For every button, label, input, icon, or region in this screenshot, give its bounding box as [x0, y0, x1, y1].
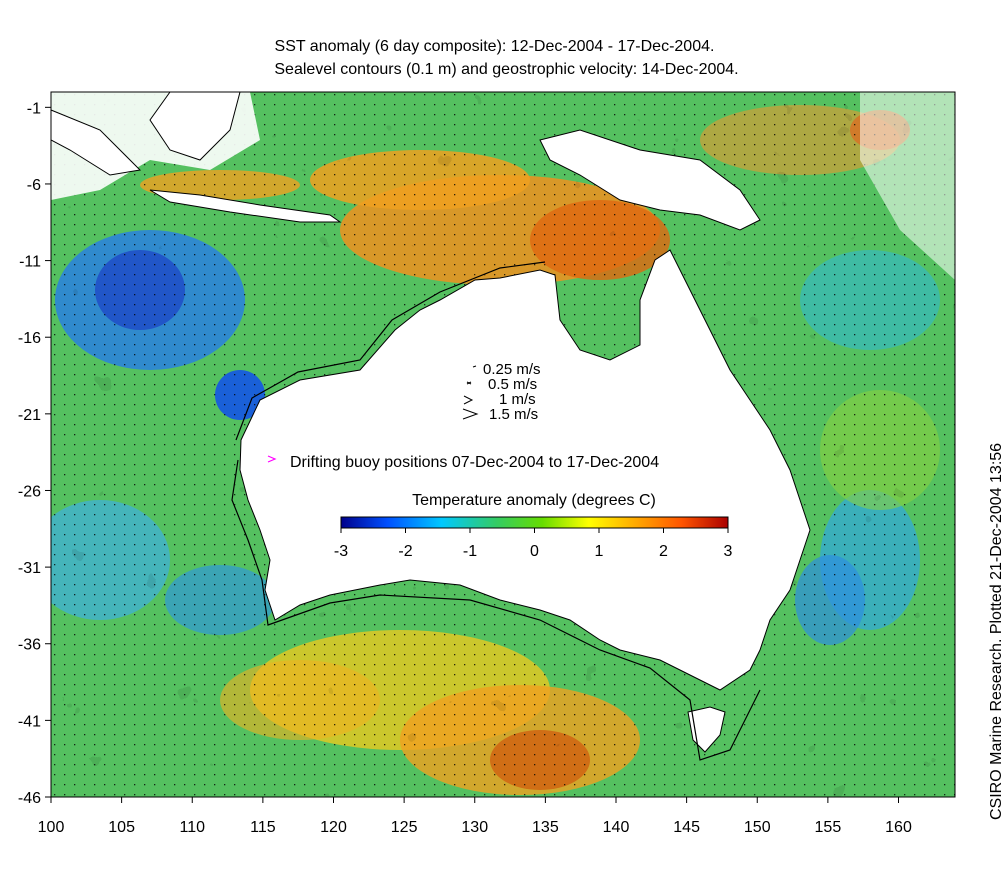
velocity-label-15: 1.5 m/s: [489, 406, 538, 423]
x-tick-label: 145: [673, 819, 700, 836]
colorbar-tick-label: 2: [659, 543, 668, 560]
x-tick-label: 135: [532, 819, 559, 836]
colorbar-tick-label: -1: [463, 543, 477, 560]
australia-landmass: [239, 249, 811, 691]
x-tick-label: 105: [108, 819, 135, 836]
y-tick-label: -26: [18, 483, 41, 500]
colorbar-tick-label: 0: [530, 543, 539, 560]
buoy-legend-label: Drifting buoy positions 07-Dec-2004 to 1…: [290, 454, 659, 471]
buoy-marker-icon: [267, 455, 277, 463]
colorbar-ticks: -3 -2 -1 0 1 2 3: [334, 528, 733, 560]
shelf-contour: [231, 261, 761, 761]
y-tick-label: -36: [18, 637, 41, 654]
y-tick-label: -41: [18, 713, 41, 730]
map-title-line-1: SST anomaly (6 day composite): 12-Dec-20…: [274, 38, 715, 55]
x-tick-label: 160: [885, 819, 912, 836]
y-tick-label: -46: [18, 790, 41, 807]
y-axis: -1 -6 -11 -16 -21 -26 -31 -36 -41 -46: [18, 100, 51, 807]
java-landmass: [149, 189, 342, 223]
sst-field: [51, 92, 955, 797]
x-tick-label: 110: [179, 819, 205, 836]
y-tick-label: -6: [27, 177, 41, 194]
y-tick-label: -16: [18, 330, 41, 347]
x-tick-label: 130: [461, 819, 488, 836]
new-guinea-landmass: [539, 129, 761, 231]
colorbar-tick-label: -2: [398, 543, 412, 560]
velocity-arrow-05: [466, 381, 472, 385]
y-tick-label: -21: [18, 407, 41, 424]
x-axis: 100 105 110 115 120 125 130 135 140 145 150 155 160: [38, 797, 912, 836]
x-tick-label: 150: [744, 819, 771, 836]
colorbar-tick-label: -3: [334, 543, 348, 560]
velocity-legend: 0.25 m/s 0.5 m/s 1 m/s 1.5 m/s: [462, 361, 541, 423]
y-tick-label: -1: [27, 100, 41, 117]
velocity-label-05: 0.5 m/s: [488, 376, 537, 393]
x-tick-label: 155: [815, 819, 842, 836]
x-tick-label: 100: [38, 819, 65, 836]
y-tick-label: -31: [18, 560, 41, 577]
colorbar-tick-label: 1: [595, 543, 604, 560]
velocity-arrow-025: [472, 365, 477, 368]
y-tick-label: -11: [19, 254, 41, 271]
map-title-line-2: Sealevel contours (0.1 m) and geostrophi…: [274, 61, 739, 78]
velocity-label-1: 1 m/s: [499, 391, 536, 408]
velocity-label-025: 0.25 m/s: [483, 361, 541, 378]
velocity-arrow-1: [463, 395, 474, 405]
credit-text: CSIRO Marine Research. Plotted 21-Dec-20…: [988, 442, 1005, 820]
x-tick-label: 115: [250, 819, 276, 836]
plot-frame: [50, 91, 956, 798]
x-tick-label: 120: [320, 819, 347, 836]
velocity-arrow-15: [462, 408, 479, 420]
x-tick-label: 125: [391, 819, 418, 836]
colorbar-tick-label: 3: [724, 543, 733, 560]
colorbar-title: Temperature anomaly (degrees C): [412, 492, 656, 509]
x-tick-label: 140: [603, 819, 630, 836]
colorbar: [340, 516, 729, 529]
